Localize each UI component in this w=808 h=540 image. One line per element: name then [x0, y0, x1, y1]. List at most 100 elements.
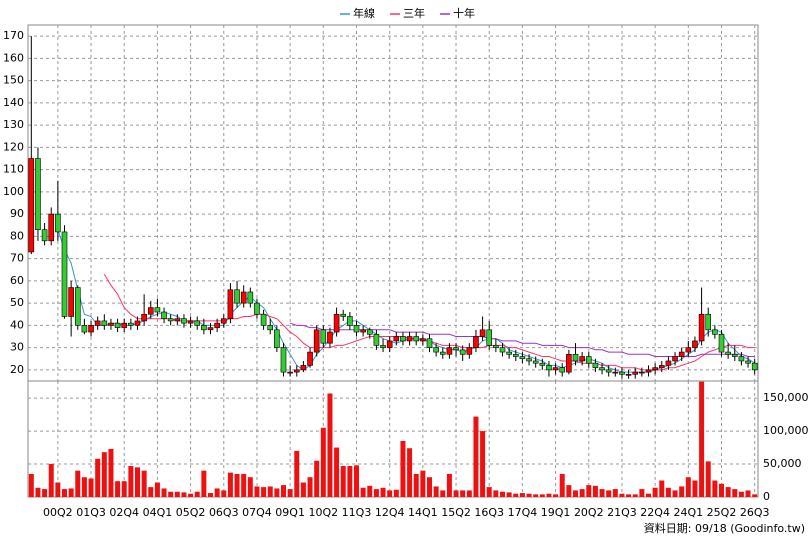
volume-bar	[500, 491, 505, 497]
candle-body	[274, 329, 280, 348]
volume-bar	[705, 461, 711, 497]
candle-body	[41, 229, 48, 242]
x-tick-label: 07Q4	[242, 506, 272, 519]
volume-bar	[121, 481, 127, 497]
volume-bar	[632, 494, 638, 497]
candle-body	[413, 336, 420, 342]
candle-body	[546, 365, 552, 371]
candle-body	[313, 329, 320, 353]
candle-body	[88, 325, 94, 333]
candle-body	[114, 322, 121, 328]
candle-body	[366, 329, 373, 335]
x-tick-label: 26Q3	[740, 506, 770, 519]
volume-bar	[433, 486, 439, 497]
candle-body	[187, 320, 194, 324]
candle-body	[625, 374, 632, 376]
volume-bar	[320, 427, 326, 497]
y-tick-label: 90	[10, 207, 24, 220]
candle-body	[420, 338, 426, 342]
candle-body	[731, 353, 738, 357]
candle-body	[473, 336, 479, 348]
volume-bar	[354, 465, 359, 497]
volume-bar	[387, 490, 393, 497]
y-tick-label: 160	[3, 51, 24, 64]
volume-bar	[413, 473, 419, 497]
candle-body	[154, 307, 161, 313]
volume-bar	[161, 488, 167, 497]
x-tick-label: 09Q1	[275, 506, 305, 519]
x-tick-label: 06Q3	[209, 506, 239, 519]
y2-tick-label: 0	[763, 490, 770, 503]
candle-body	[267, 325, 274, 331]
candle-body	[28, 158, 35, 253]
y2-tick-label: 50,000	[763, 457, 802, 470]
candle-body	[672, 356, 678, 362]
candle-body	[293, 369, 300, 373]
volume-bar	[227, 472, 233, 497]
volume-bar	[466, 490, 472, 497]
y-tick-label: 50	[10, 296, 24, 309]
volume-bar	[665, 487, 671, 497]
y-tick-label: 110	[3, 163, 24, 176]
volume-bar	[360, 487, 366, 497]
candle-body	[725, 351, 731, 355]
y-tick-label: 150	[3, 74, 24, 87]
candle-body	[214, 322, 220, 328]
volume-bar	[453, 490, 459, 497]
candle-body	[121, 322, 128, 328]
source-note: 資料日期: 09/18 (Goodinfo.tw)	[644, 521, 805, 535]
volume-bar	[188, 493, 194, 497]
volume-bar	[599, 489, 605, 497]
y-tick-label: 70	[10, 252, 24, 265]
ma-line	[57, 229, 755, 373]
y-tick-label: 120	[3, 140, 24, 153]
volume-bar	[241, 473, 247, 497]
volume-bar	[546, 493, 552, 497]
volume-bar	[486, 487, 492, 497]
volume-bar	[393, 489, 399, 497]
volume-bar	[373, 489, 379, 497]
volume-bar	[247, 477, 253, 497]
volume-bar	[626, 494, 632, 497]
volume-bar	[420, 470, 426, 497]
candle-body	[486, 329, 493, 346]
x-tick-label: 04Q1	[143, 506, 173, 519]
y-tick-label: 100	[3, 185, 24, 198]
volume-bar	[234, 473, 240, 497]
volume-bar	[68, 488, 74, 497]
volume-bar	[672, 490, 678, 497]
volume-bar	[639, 489, 645, 497]
volume-bar	[745, 490, 751, 497]
volume-bar	[592, 485, 598, 497]
volume-bar	[553, 494, 559, 497]
volume-bar	[367, 485, 373, 497]
candle-body	[134, 320, 141, 326]
candle-body	[599, 367, 605, 371]
volume-bar	[42, 489, 48, 497]
volume-bar	[519, 493, 525, 497]
candle-body	[685, 347, 692, 353]
volume-panel	[27, 380, 759, 498]
volume-bar	[75, 470, 81, 497]
candle-body	[559, 367, 566, 373]
candle-body	[698, 313, 705, 342]
volume-bar	[168, 491, 174, 497]
volume-bar	[340, 466, 346, 497]
price-panel	[27, 24, 759, 382]
volume-bar	[115, 481, 121, 497]
y-tick-label: 140	[3, 96, 24, 109]
candle-body	[307, 351, 313, 366]
candle-body	[128, 322, 134, 326]
candle-body	[712, 329, 718, 335]
volume-bar	[194, 491, 200, 497]
candle-body	[360, 329, 366, 333]
volume-bar	[732, 489, 738, 497]
volume-bar	[559, 473, 565, 497]
volume-bar	[327, 393, 333, 497]
x-tick-label: 00Q2	[43, 506, 73, 519]
candle-body	[240, 291, 247, 304]
volume-bar	[334, 447, 340, 497]
legend-label: 三年	[403, 6, 425, 20]
